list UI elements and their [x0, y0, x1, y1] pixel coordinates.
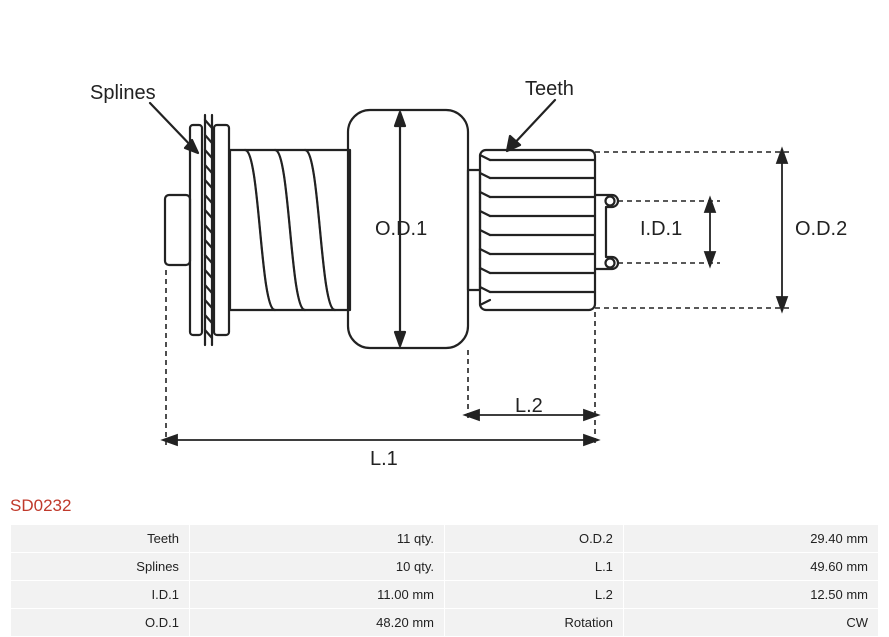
spec-label: Teeth	[11, 525, 189, 552]
table-row: Teeth 11 qty. O.D.2 29.40 mm	[11, 525, 878, 552]
spec-label: O.D.2	[445, 525, 623, 552]
drive-pinion-diagram	[0, 0, 889, 490]
label-od2: O.D.2	[795, 218, 847, 241]
spec-value: 12.50 mm	[624, 581, 878, 608]
spec-value: 10 qty.	[190, 553, 444, 580]
label-l2: L.2	[515, 395, 543, 418]
label-teeth: Teeth	[525, 78, 574, 101]
part-code: SD0232	[0, 490, 889, 524]
spec-value: 48.20 mm	[190, 609, 444, 636]
spec-value: CW	[624, 609, 878, 636]
spec-value: 11 qty.	[190, 525, 444, 552]
label-id1: I.D.1	[640, 218, 682, 241]
table-row: O.D.1 48.20 mm Rotation CW	[11, 609, 878, 636]
spec-label: Splines	[11, 553, 189, 580]
spec-label: L.2	[445, 581, 623, 608]
spec-label: L.1	[445, 553, 623, 580]
table-row: Splines 10 qty. L.1 49.60 mm	[11, 553, 878, 580]
spec-label: I.D.1	[11, 581, 189, 608]
page-root: Splines Teeth O.D.1 I.D.1 O.D.2 L.2 L.1 …	[0, 0, 889, 637]
spec-label: Rotation	[445, 609, 623, 636]
spec-value: 11.00 mm	[190, 581, 444, 608]
spec-value: 49.60 mm	[624, 553, 878, 580]
technical-diagram: Splines Teeth O.D.1 I.D.1 O.D.2 L.2 L.1	[0, 0, 889, 490]
spec-label: O.D.1	[11, 609, 189, 636]
table-row: I.D.1 11.00 mm L.2 12.50 mm	[11, 581, 878, 608]
label-od1: O.D.1	[375, 218, 427, 241]
spec-value: 29.40 mm	[624, 525, 878, 552]
specifications-table: Teeth 11 qty. O.D.2 29.40 mm Splines 10 …	[10, 524, 879, 637]
label-splines: Splines	[90, 82, 156, 105]
label-l1: L.1	[370, 448, 398, 471]
